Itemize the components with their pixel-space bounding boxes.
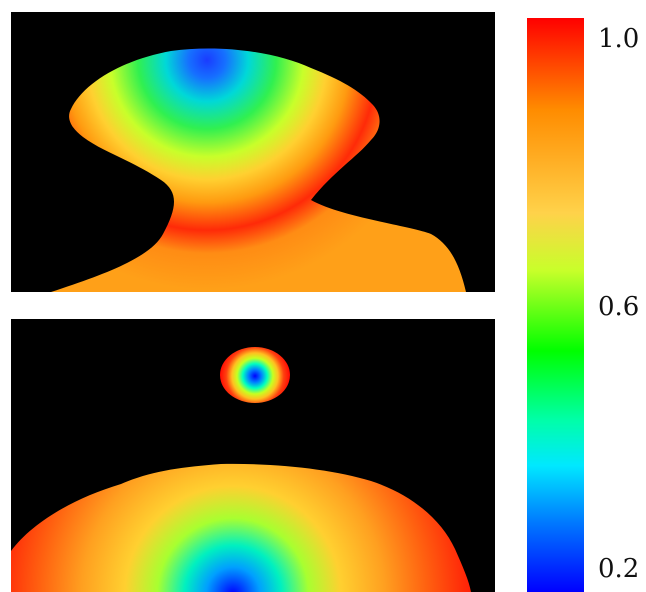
colorbar: [527, 18, 584, 592]
small-ring-blob: [220, 347, 290, 403]
heatmap-bottom-panel: [11, 319, 495, 592]
colorbar-tick-label: 0.2: [598, 554, 640, 584]
colorbar-tick-label: 1.0: [598, 24, 640, 54]
large-blob: [11, 463, 471, 592]
heatmap-top-image: [51, 48, 466, 292]
colorbar-tick-label: 0.6: [598, 292, 640, 322]
heatmap-top-panel: [11, 12, 495, 292]
heatmap-bottom-image: [11, 347, 471, 592]
